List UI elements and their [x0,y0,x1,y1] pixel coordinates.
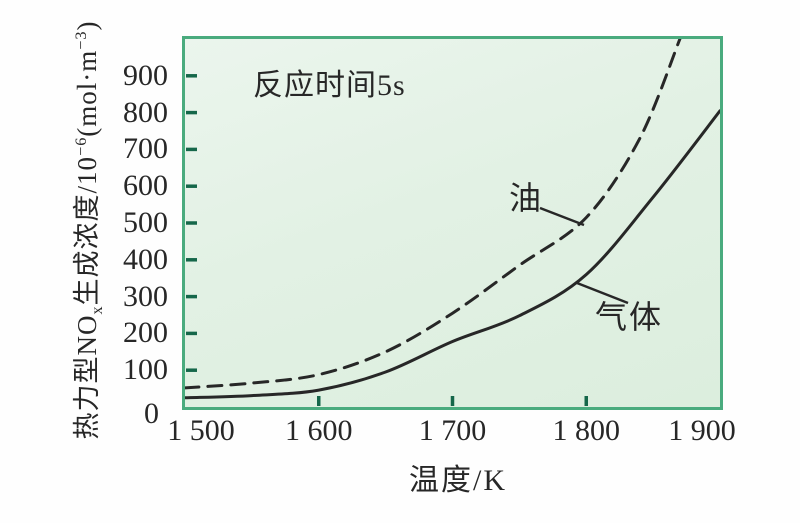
y-tick-label: 800 [123,95,168,129]
gas-curve [185,109,720,400]
x-axis-title: 温度/K [409,464,507,497]
x-tick-label: 1 700 [418,414,487,447]
y-tick-label: 0 [144,397,159,430]
y-tick-label: 100 [123,353,168,387]
oil-curve-label: 油 [509,180,544,216]
x-tick-label: 1 900 [668,414,736,447]
y-tick-label: 700 [123,132,168,166]
y-tick-label: 600 [123,169,168,203]
plot-canvas [185,39,720,406]
y-tick-label: 400 [123,242,168,276]
curves-group [185,39,720,400]
reaction-time-annotation: 反应时间5s [253,69,406,102]
y-tick-label: 300 [123,279,168,313]
y-title-superscript: −3 [71,30,90,50]
gas-curve-label: 气体 [595,299,664,335]
oil-label-leader-line [539,206,585,227]
x-tick-label: 1 600 [285,414,353,447]
x-tick-label: 1 800 [552,414,621,447]
oil-curve [185,39,682,390]
y-tick-label: 900 [123,58,168,92]
x-tick-label: 1 500 [167,414,235,447]
y-title-part: ) [71,20,102,31]
plot-area [182,36,723,410]
axis-ticks [186,74,588,406]
gas-label-leader-line [576,281,629,305]
y-tick-label: 500 [123,206,168,239]
y-tick-label: 200 [123,316,168,350]
